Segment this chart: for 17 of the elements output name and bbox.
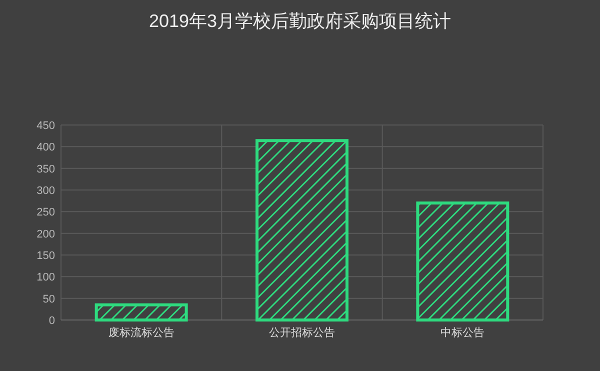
chart-title: 2019年3月学校后勤政府采购项目统计 (148, 11, 452, 31)
y-tick-label: 150 (36, 250, 55, 262)
y-tick-label: 0 (48, 315, 55, 327)
bar (94, 303, 188, 322)
x-tick-label: 中标公告 (440, 326, 485, 339)
x-tick-label: 公开招标公告 (269, 326, 335, 339)
bar (256, 139, 348, 322)
x-tick-label: 废标流标公告 (108, 326, 174, 339)
y-tick-label: 300 (36, 185, 55, 197)
y-tick-label: 200 (36, 228, 55, 240)
bar (416, 202, 510, 322)
y-tick-label: 400 (36, 142, 55, 154)
y-tick-label: 450 (36, 120, 55, 132)
y-tick-label: 250 (36, 206, 55, 219)
y-tick-label: 350 (36, 163, 55, 176)
y-tick-label: 50 (42, 293, 55, 306)
y-tick-label: 100 (36, 272, 55, 284)
